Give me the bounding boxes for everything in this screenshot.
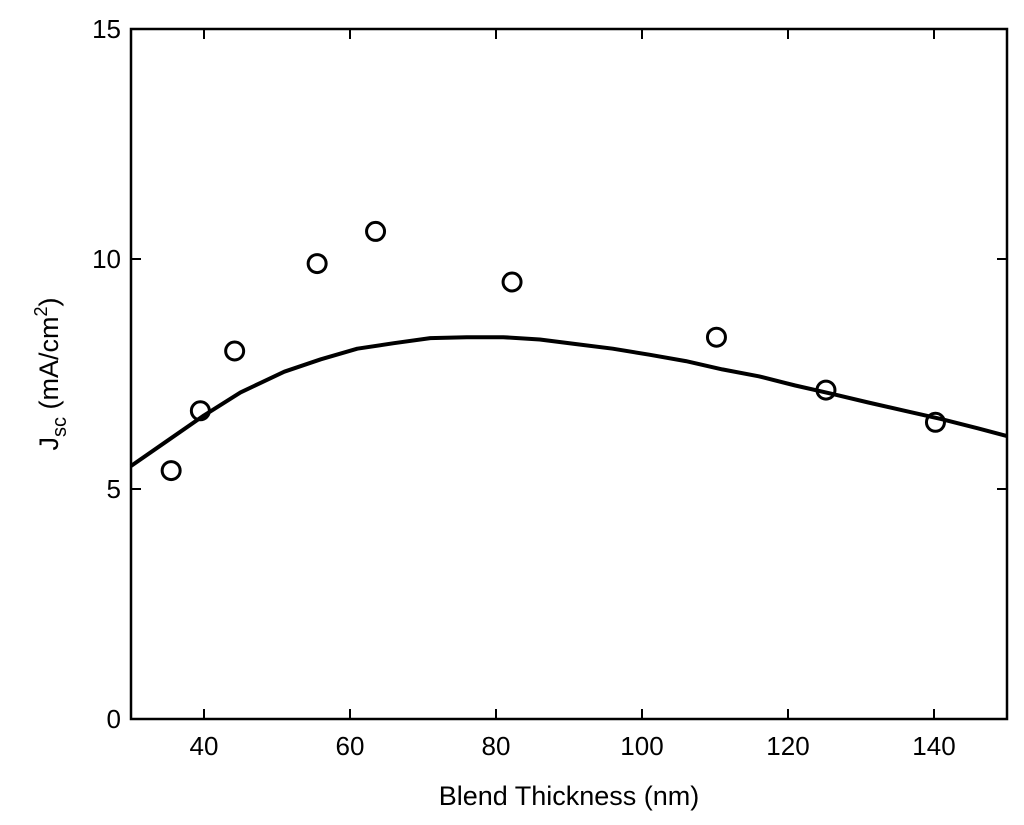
x-tick-label: 140 [912, 731, 955, 761]
data-point-marker [365, 220, 387, 242]
y-tick-label: 15 [92, 14, 121, 44]
x-tick-label: 60 [336, 731, 365, 761]
y-axis-title: Jsc (mA/cm2) [31, 297, 71, 450]
y-tick-label: 10 [92, 244, 121, 274]
marker-layer [160, 220, 946, 482]
y-axis-title-close: ) [34, 297, 64, 306]
x-axis-title: Blend Thickness (nm) [439, 781, 700, 811]
plot-frame [129, 27, 1009, 721]
tick-layer: 40 60 80 100 120 140 0 5 10 15 [92, 14, 1007, 761]
x-tick-label: 80 [482, 731, 511, 761]
y-axis-title-text: (mA/cm [34, 317, 64, 418]
y-tick-label: 5 [107, 474, 121, 504]
data-point-marker [924, 411, 946, 433]
plot-area-background [131, 29, 1007, 719]
y-axis-title-subscript: sc [49, 417, 71, 437]
data-point-marker [224, 340, 246, 362]
fit-curve [129, 335, 1008, 468]
x-tick-label: 40 [190, 731, 219, 761]
fit-curve-layer [129, 335, 1008, 468]
x-tick-label: 120 [766, 731, 809, 761]
data-point-marker [160, 460, 182, 482]
y-axis-title-base: J [34, 437, 64, 451]
data-point-marker [501, 271, 523, 293]
data-point-marker [705, 326, 727, 348]
data-point-marker [189, 400, 211, 422]
data-point-marker [306, 253, 328, 275]
data-point-marker [815, 379, 837, 401]
y-tick-label: 0 [107, 704, 121, 734]
x-tick-label: 100 [620, 731, 663, 761]
y-axis-title-superscript: 2 [31, 306, 51, 316]
